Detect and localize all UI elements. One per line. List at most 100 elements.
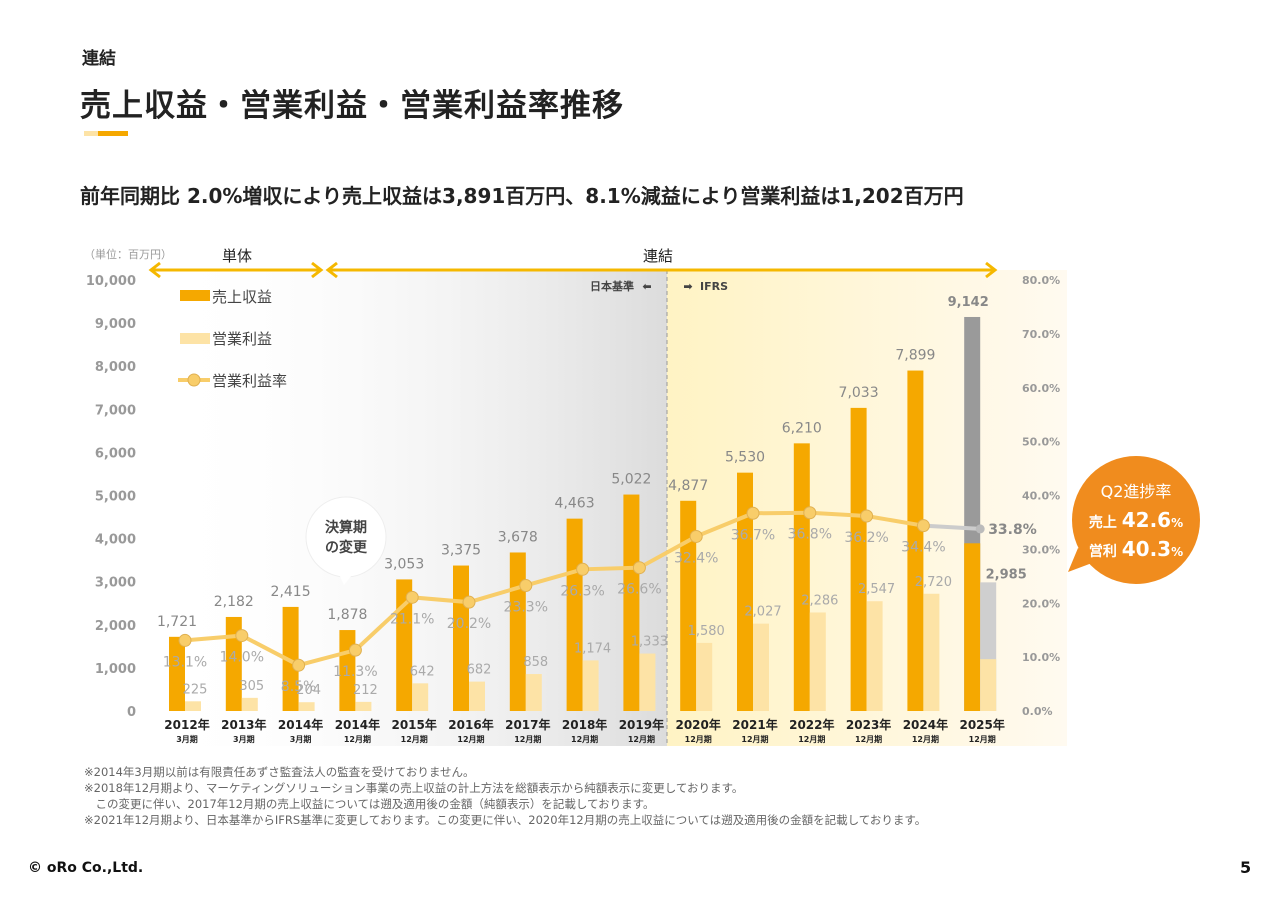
revenue-value-label: 4,877: [668, 478, 708, 494]
operating-margin-point: [292, 658, 306, 672]
revenue-bar: [566, 518, 583, 711]
revenue-value-label: 3,678: [498, 529, 538, 545]
revenue-actual-bar: [964, 543, 981, 711]
operating-margin-point: [860, 509, 874, 523]
operating-margin-point: [916, 519, 930, 533]
operating-profit-bar: [412, 683, 429, 711]
bubble-tail: [338, 570, 356, 585]
x-tick-label: 2012年: [164, 717, 209, 732]
operating-profit-value-label: 212: [353, 683, 378, 698]
jgaap-label: 日本基準: [590, 279, 634, 293]
operating-profit-bar: [923, 593, 940, 711]
x-tick-label: 2015年: [391, 717, 436, 732]
x-tick-period: 12月期: [912, 734, 939, 744]
operating-profit-value-label: 2,720: [915, 575, 952, 590]
title-underline-accent: [84, 131, 98, 136]
operating-margin-value-label: 8.5%: [281, 679, 317, 695]
company-logo: © oRo Co.,Ltd.: [28, 860, 144, 876]
standalone-label: 単体: [222, 247, 252, 265]
operating-profit-value-label: 2,985: [986, 567, 1027, 582]
operating-margin-point: [803, 506, 817, 520]
arrow-right-icon: ➡: [683, 280, 692, 293]
operating-profit-bar: [582, 660, 599, 711]
x-tick-label: 2024年: [903, 717, 948, 732]
ifrs-label: IFRS: [700, 280, 728, 293]
x-tick-period: 12月期: [571, 734, 598, 744]
footnote: ※2021年12月期より、日本基準からIFRS基準に変更しております。この変更に…: [84, 813, 927, 827]
x-tick-period: 12月期: [457, 734, 484, 744]
revenue-value-label: 7,899: [895, 348, 935, 364]
q2-progress-badge: [1072, 456, 1200, 584]
operating-margin-point: [975, 524, 985, 534]
x-tick-label: 2018年: [562, 717, 607, 732]
badge-tail: [1068, 548, 1100, 572]
operating-profit-bar: [696, 642, 713, 711]
x-tick-label: 2014年: [278, 717, 323, 732]
fiscal-change-text-1: 決算期: [325, 519, 367, 536]
legend-margin-marker: [187, 373, 201, 387]
y-tick-right: 80.0%: [1022, 274, 1060, 287]
revenue-value-label: 2,415: [271, 584, 311, 600]
operating-margin-value-label: 13.1%: [163, 654, 207, 670]
footnote: ※2014年3月期以前は有限責任あずさ監査法人の監査を受けておりません。: [84, 765, 475, 779]
operating-profit-value-label: 204: [296, 683, 321, 698]
arrow-head: [148, 261, 161, 279]
operating-margin-point: [462, 595, 476, 609]
operating-profit-value-label: 225: [183, 682, 208, 697]
operating-profit-bar: [809, 612, 826, 711]
y-tick-right: 0.0%: [1022, 705, 1053, 718]
legend-margin-label: 営業利益率: [212, 372, 287, 390]
operating-profit-actual-bar: [980, 659, 997, 711]
arrow-head: [985, 261, 998, 279]
badge-revenue-progress: 売上 42.6%: [1089, 508, 1183, 532]
x-tick-period: 12月期: [741, 734, 768, 744]
y-tick-left: 6,000: [95, 446, 136, 461]
operating-margin-value-label: 36.7%: [731, 527, 775, 543]
operating-margin-point: [576, 562, 590, 576]
x-tick-period: 3月期: [176, 734, 198, 744]
revenue-bar: [396, 579, 413, 711]
x-tick-period: 12月期: [685, 734, 712, 744]
operating-margin-value-label: 33.8%: [988, 522, 1037, 538]
revenue-value-label: 4,463: [555, 496, 595, 512]
operating-margin-point: [235, 629, 249, 643]
operating-profit-bar: [469, 681, 485, 711]
operating-profit-value-label: 858: [523, 655, 548, 670]
operating-profit-value-label: 305: [239, 679, 264, 694]
x-tick-period: 3月期: [290, 734, 312, 744]
legend-profit-label: 営業利益: [212, 330, 272, 348]
operating-margin-value-label: 14.0%: [220, 650, 264, 666]
revenue-value-label: 5,530: [725, 450, 765, 466]
y-tick-right: 60.0%: [1022, 382, 1060, 395]
operating-margin-value-label: 11.3%: [333, 664, 377, 680]
x-tick-label: 2022年: [789, 717, 834, 732]
x-tick-label: 2020年: [675, 717, 720, 732]
operating-margin-value-label: 34.4%: [901, 540, 945, 556]
footnote: ※2018年12月期より、マーケティングソリューション事業の売上収益の計上方法を…: [84, 781, 744, 795]
revenue-value-label: 5,022: [611, 472, 651, 488]
legend-revenue-swatch: [180, 290, 210, 301]
y-tick-right: 70.0%: [1022, 328, 1060, 341]
revenue-value-label: 1,878: [327, 607, 367, 623]
operating-profit-value-label: 1,580: [688, 624, 725, 639]
operating-margin-value-label: 26.3%: [560, 583, 604, 599]
y-tick-left: 9,000: [95, 317, 136, 332]
footnote: この変更に伴い、2017年12月期の売上収益については遡及適用後の金額（純額表示…: [84, 797, 655, 811]
revenue-value-label: 6,210: [782, 420, 822, 436]
operating-margin-point: [519, 578, 533, 592]
operating-margin-value-label: 20.2%: [447, 616, 491, 632]
operating-profit-value-label: 642: [410, 664, 435, 679]
y-tick-left: 8,000: [95, 360, 136, 375]
revenue-bar: [850, 407, 867, 711]
section-label: 連結: [82, 49, 116, 69]
y-tick-left: 3,000: [95, 576, 136, 591]
revenue-bar: [623, 494, 640, 711]
operating-profit-bar: [355, 701, 372, 711]
x-tick-period: 12月期: [969, 734, 996, 744]
x-tick-period: 12月期: [344, 734, 371, 744]
operating-profit-value-label: 1,174: [574, 641, 611, 656]
badge-profit-progress: 営利 40.3%: [1089, 537, 1183, 561]
y-tick-right: 40.0%: [1022, 490, 1060, 503]
x-tick-period: 12月期: [401, 734, 428, 744]
